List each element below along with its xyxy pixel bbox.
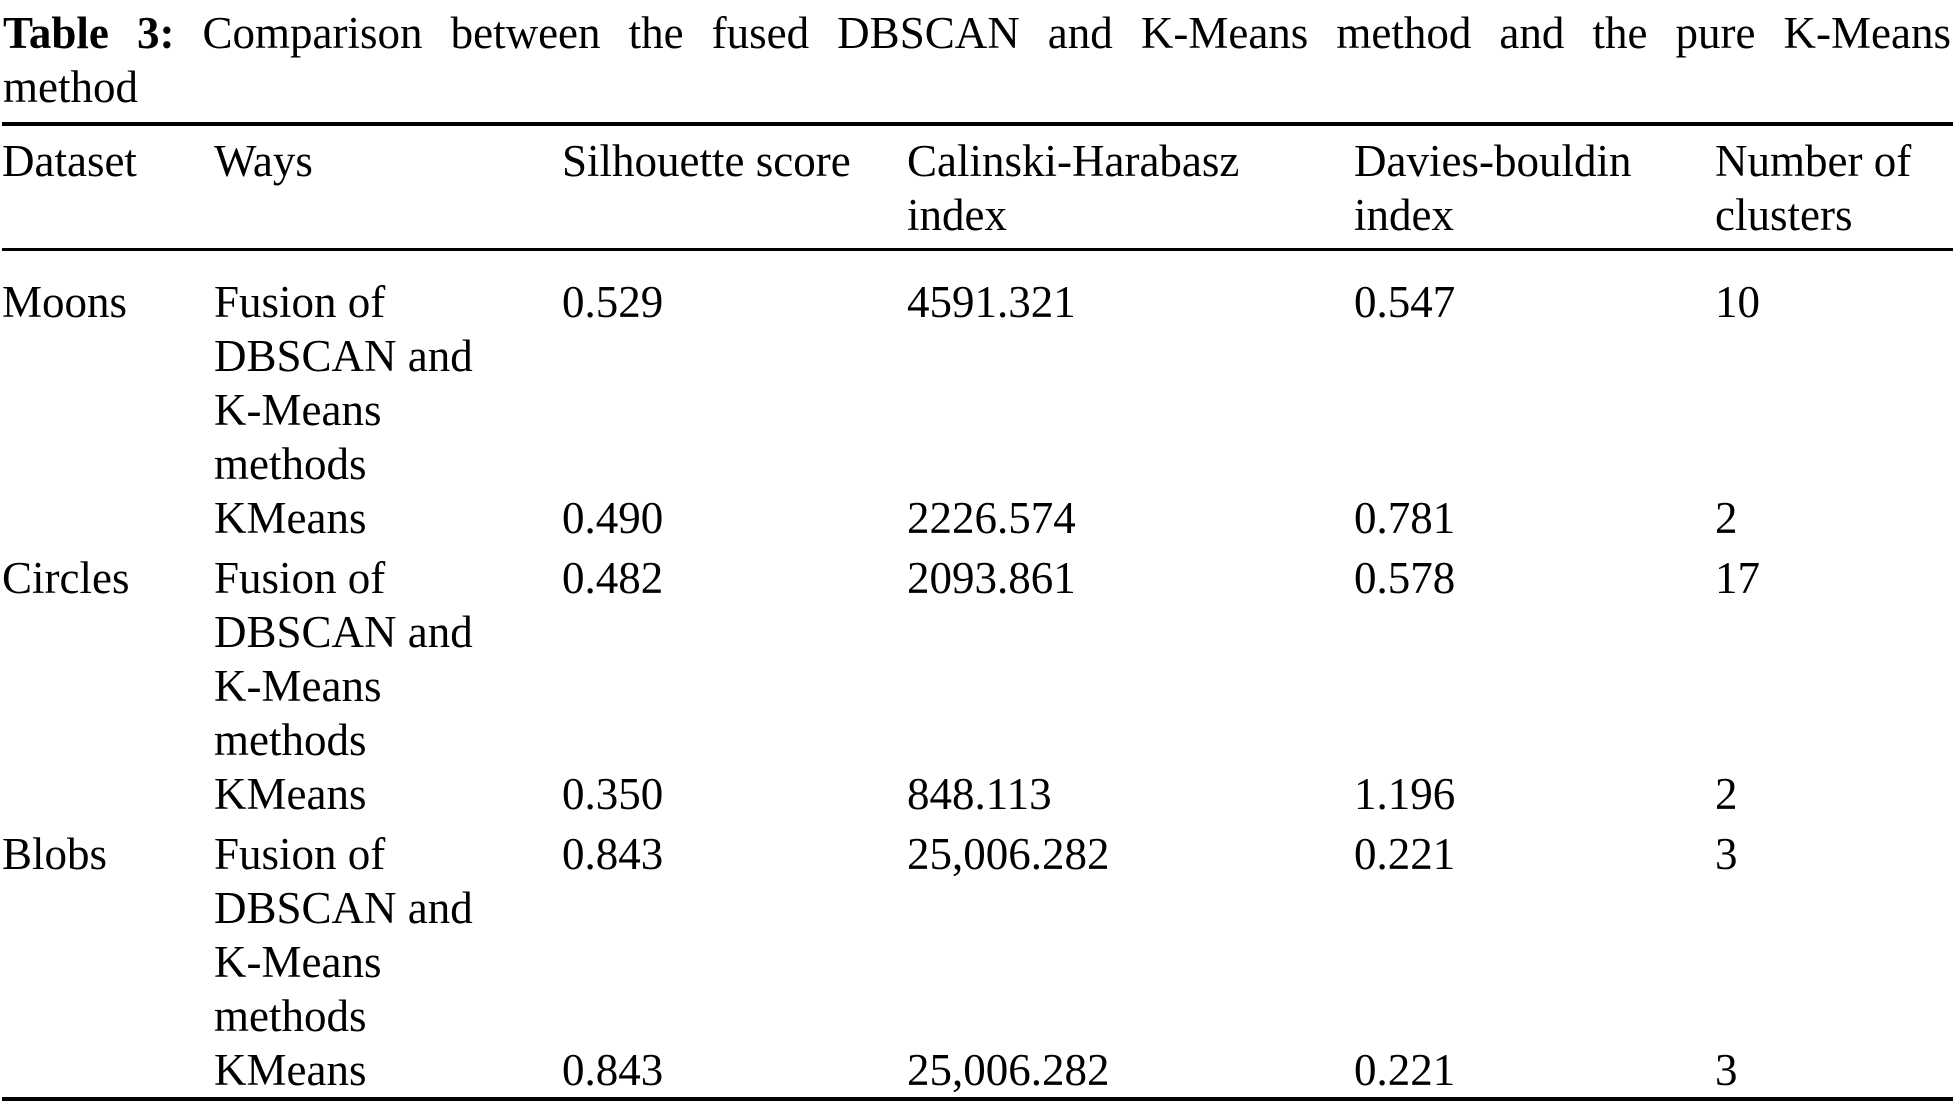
- table-caption: Table 3: Comparison between the fused DB…: [0, 0, 1955, 114]
- cell-davies-bouldin-index: 0.221: [1354, 1045, 1456, 1095]
- cell-silhouette-score: 0.482: [562, 553, 664, 603]
- cell-silhouette-score: 0.529: [562, 277, 664, 327]
- cell-calinski-harabasz-index: 2226.574: [907, 493, 1076, 543]
- cell-davies-bouldin-index: 0.578: [1354, 553, 1456, 603]
- results-table: Dataset Ways Silhouette score Calinski-H…: [2, 122, 1953, 1101]
- table-row: KMeans 0.490 2226.574 0.781 2: [2, 491, 1953, 545]
- table-row: KMeans 0.350 848.113 1.196 2: [2, 767, 1953, 821]
- table-caption-text: Comparison between the fused DBSCAN and …: [3, 8, 1952, 112]
- table-row: Blobs Fusion of DBSCAN and K-Means metho…: [2, 821, 1953, 1043]
- cell-calinski-harabasz-index: 4591.321: [907, 277, 1076, 327]
- cell-number-of-clusters: 17: [1715, 553, 1760, 603]
- table-body: Moons Fusion of DBSCAN and K-Means metho…: [2, 250, 1953, 1100]
- column-header-davies-bouldin-index: Davies-bouldin index: [1354, 136, 1632, 240]
- table-row: KMeans 0.843 25,006.282 0.221 3: [2, 1043, 1953, 1099]
- cell-dataset: Blobs: [2, 829, 108, 879]
- cell-calinski-harabasz-index: 25,006.282: [907, 1045, 1110, 1095]
- cell-dataset: Circles: [2, 553, 130, 603]
- cell-ways: KMeans: [214, 1045, 367, 1095]
- column-header-ways: Ways: [214, 136, 313, 186]
- cell-silhouette-score: 0.350: [562, 769, 664, 819]
- cell-calinski-harabasz-index: 848.113: [907, 769, 1052, 819]
- cell-calinski-harabasz-index: 25,006.282: [907, 829, 1110, 879]
- table-header: Dataset Ways Silhouette score Calinski-H…: [2, 124, 1953, 250]
- table-caption-label: Table 3:: [3, 8, 175, 58]
- cell-calinski-harabasz-index: 2093.861: [907, 553, 1076, 603]
- cell-davies-bouldin-index: 0.781: [1354, 493, 1456, 543]
- column-header-calinski-harabasz-index: Calinski-Harabasz index: [907, 136, 1240, 240]
- cell-dataset: [2, 1043, 214, 1099]
- column-header-number-of-clusters: Number of clusters: [1715, 136, 1912, 240]
- cell-ways: KMeans: [214, 769, 367, 819]
- cell-davies-bouldin-index: 0.221: [1354, 829, 1456, 879]
- cell-number-of-clusters: 10: [1715, 277, 1760, 327]
- cell-number-of-clusters: 2: [1715, 769, 1738, 819]
- cell-dataset: [2, 491, 214, 545]
- cell-number-of-clusters: 3: [1715, 1045, 1738, 1095]
- table-row: Moons Fusion of DBSCAN and K-Means metho…: [2, 250, 1953, 492]
- column-header-dataset: Dataset: [2, 136, 137, 186]
- cell-number-of-clusters: 2: [1715, 493, 1738, 543]
- cell-davies-bouldin-index: 0.547: [1354, 277, 1456, 327]
- cell-ways: KMeans: [214, 493, 367, 543]
- cell-ways: Fusion of DBSCAN and K-Means methods: [214, 553, 473, 765]
- cell-silhouette-score: 0.843: [562, 829, 664, 879]
- cell-ways: Fusion of DBSCAN and K-Means methods: [214, 829, 473, 1041]
- cell-number-of-clusters: 3: [1715, 829, 1738, 879]
- cell-davies-bouldin-index: 1.196: [1354, 769, 1456, 819]
- header-row: Dataset Ways Silhouette score Calinski-H…: [2, 124, 1953, 250]
- cell-ways: Fusion of DBSCAN and K-Means methods: [214, 277, 473, 489]
- table-row: Circles Fusion of DBSCAN and K-Means met…: [2, 545, 1953, 767]
- column-header-silhouette-score: Silhouette score: [562, 136, 851, 186]
- cell-silhouette-score: 0.490: [562, 493, 664, 543]
- cell-dataset: Moons: [2, 277, 128, 327]
- cell-dataset: [2, 767, 214, 821]
- cell-silhouette-score: 0.843: [562, 1045, 664, 1095]
